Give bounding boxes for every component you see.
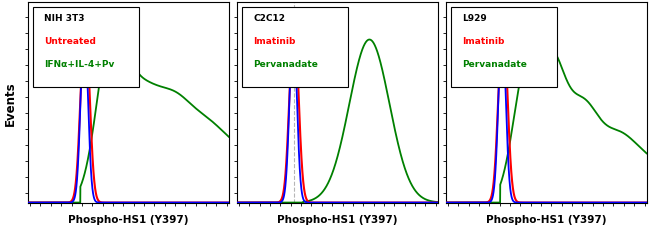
Text: Imatinib: Imatinib bbox=[462, 37, 504, 46]
Text: Imatinib: Imatinib bbox=[253, 37, 296, 46]
FancyBboxPatch shape bbox=[33, 8, 140, 87]
Text: Pervanadate: Pervanadate bbox=[253, 60, 318, 69]
Text: Untreated: Untreated bbox=[44, 37, 96, 46]
X-axis label: Phospho-HS1 (Y397): Phospho-HS1 (Y397) bbox=[486, 214, 606, 224]
FancyBboxPatch shape bbox=[451, 8, 557, 87]
Text: Pervanadate: Pervanadate bbox=[462, 60, 527, 69]
Text: IFNα+IL-4+Pv: IFNα+IL-4+Pv bbox=[44, 60, 114, 69]
Text: L929: L929 bbox=[462, 14, 487, 23]
FancyBboxPatch shape bbox=[242, 8, 348, 87]
X-axis label: Phospho-HS1 (Y397): Phospho-HS1 (Y397) bbox=[68, 214, 188, 224]
X-axis label: Phospho-HS1 (Y397): Phospho-HS1 (Y397) bbox=[277, 214, 398, 224]
Text: C2C12: C2C12 bbox=[253, 14, 285, 23]
Y-axis label: Events: Events bbox=[3, 81, 16, 125]
Text: NIH 3T3: NIH 3T3 bbox=[44, 14, 84, 23]
